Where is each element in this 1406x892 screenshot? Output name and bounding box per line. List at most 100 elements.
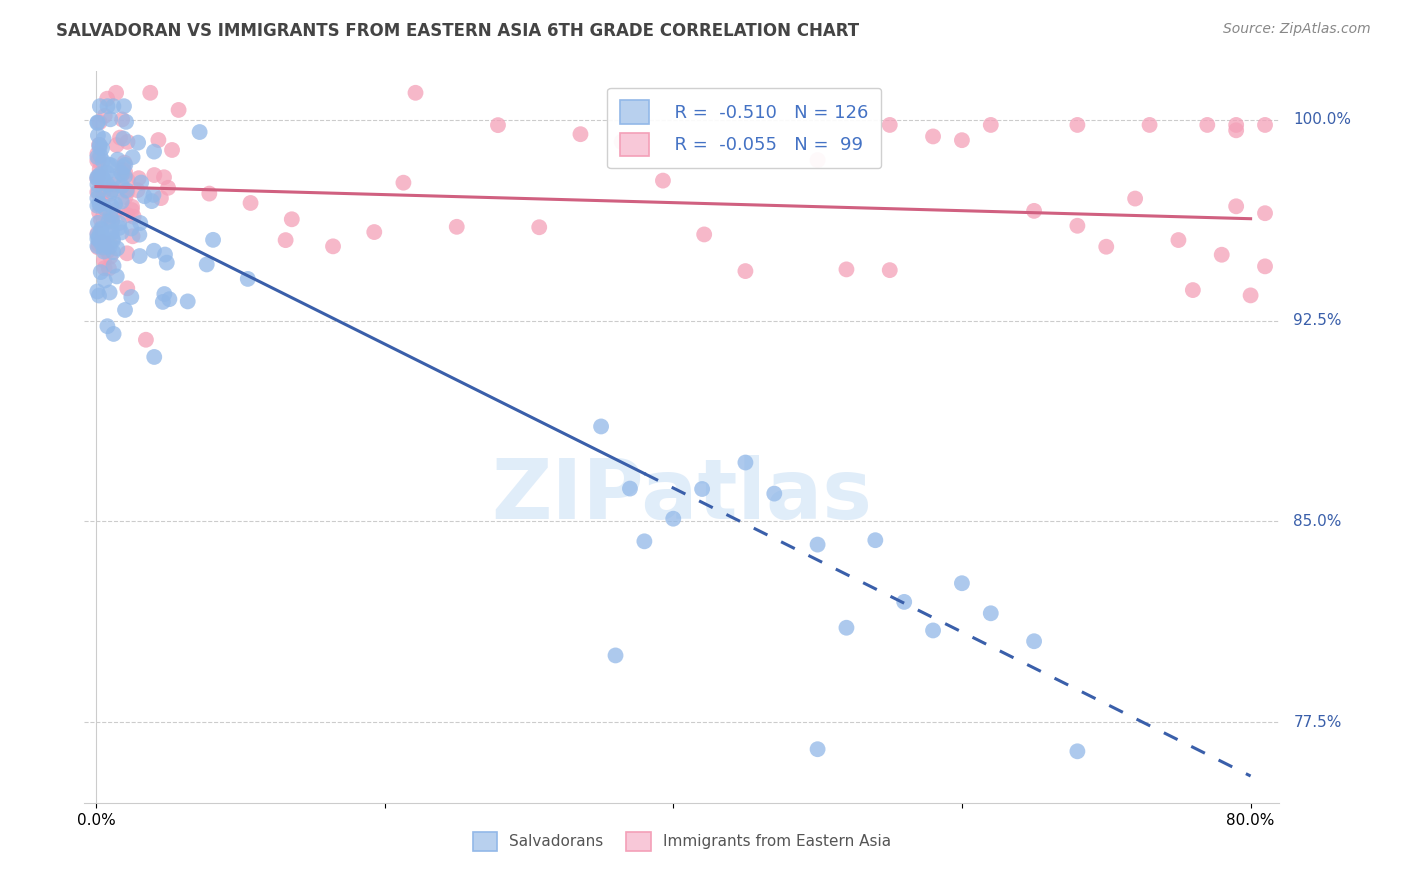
Point [922, 129, 945, 144]
Point [690, 482, 713, 496]
Point [90, 265, 112, 279]
Point [111, 163, 134, 178]
Text: Source: ZipAtlas.com: Source: ZipAtlas.com [1223, 22, 1371, 37]
Point [87, 128, 110, 143]
Point [86, 191, 108, 205]
Point [1254, 118, 1277, 132]
Point [90, 169, 112, 183]
Point [97, 178, 120, 192]
Point [103, 172, 125, 186]
Point [1095, 240, 1118, 254]
Point [93, 274, 115, 288]
Point [143, 145, 166, 159]
Point [195, 257, 218, 271]
Point [105, 86, 128, 100]
Point [100, 227, 122, 241]
Point [96, 319, 118, 334]
Point [91, 196, 114, 211]
Point [93, 132, 115, 146]
Point [87, 137, 110, 152]
Point [121, 150, 143, 164]
Point [115, 185, 138, 199]
Point [950, 133, 973, 147]
Point [157, 181, 180, 195]
Point [610, 135, 633, 149]
Point [87, 185, 110, 199]
Point [94, 202, 117, 216]
Point [693, 227, 716, 242]
Point [529, 220, 551, 235]
Point [153, 247, 176, 261]
Point [101, 208, 124, 222]
Point [633, 534, 655, 549]
Point [100, 184, 122, 198]
Point [89, 140, 111, 154]
Point [114, 302, 136, 317]
Point [121, 202, 143, 217]
Point [86, 232, 108, 246]
Point [111, 112, 134, 127]
Point [156, 255, 179, 269]
Point [129, 216, 152, 230]
Point [108, 216, 131, 230]
Point [922, 624, 945, 638]
Point [114, 169, 136, 184]
Point [93, 109, 115, 123]
Point [120, 221, 142, 235]
Point [143, 350, 166, 364]
Point [121, 200, 143, 214]
Point [93, 244, 115, 259]
Point [879, 263, 901, 277]
Point [86, 147, 108, 161]
Point [135, 333, 157, 347]
Point [149, 191, 172, 205]
Point [98, 240, 121, 254]
Point [114, 165, 136, 179]
Point [108, 220, 131, 235]
Point [91, 141, 114, 155]
Point [112, 99, 135, 113]
Point [392, 176, 415, 190]
Point [177, 294, 200, 309]
Point [619, 482, 641, 496]
Point [96, 99, 118, 113]
Point [652, 173, 675, 187]
Point [98, 285, 121, 300]
Point [117, 173, 139, 187]
Point [734, 456, 756, 470]
Point [101, 182, 124, 196]
Point [89, 205, 111, 219]
Point [90, 213, 112, 227]
Point [90, 235, 112, 250]
Point [605, 648, 627, 663]
Point [1066, 219, 1088, 233]
Point [1239, 288, 1261, 302]
Point [103, 99, 125, 113]
Point [96, 166, 118, 180]
Point [89, 167, 111, 181]
Point [112, 160, 135, 174]
Point [93, 261, 115, 276]
Point [115, 246, 138, 260]
Point [127, 183, 149, 197]
Point [322, 239, 344, 253]
Point [198, 186, 221, 201]
Point [1022, 203, 1045, 218]
Point [103, 245, 125, 260]
Point [893, 595, 915, 609]
Point [111, 194, 134, 209]
Point [188, 125, 211, 139]
Point [91, 185, 114, 199]
Point [236, 272, 259, 286]
Point [167, 103, 190, 117]
Point [128, 171, 150, 186]
Point [97, 158, 120, 172]
Point [134, 189, 156, 203]
Point [87, 153, 110, 167]
Point [129, 176, 152, 190]
Point [980, 607, 1002, 621]
Point [120, 290, 142, 304]
Point [101, 233, 124, 247]
Point [111, 167, 134, 181]
Point [103, 326, 125, 341]
